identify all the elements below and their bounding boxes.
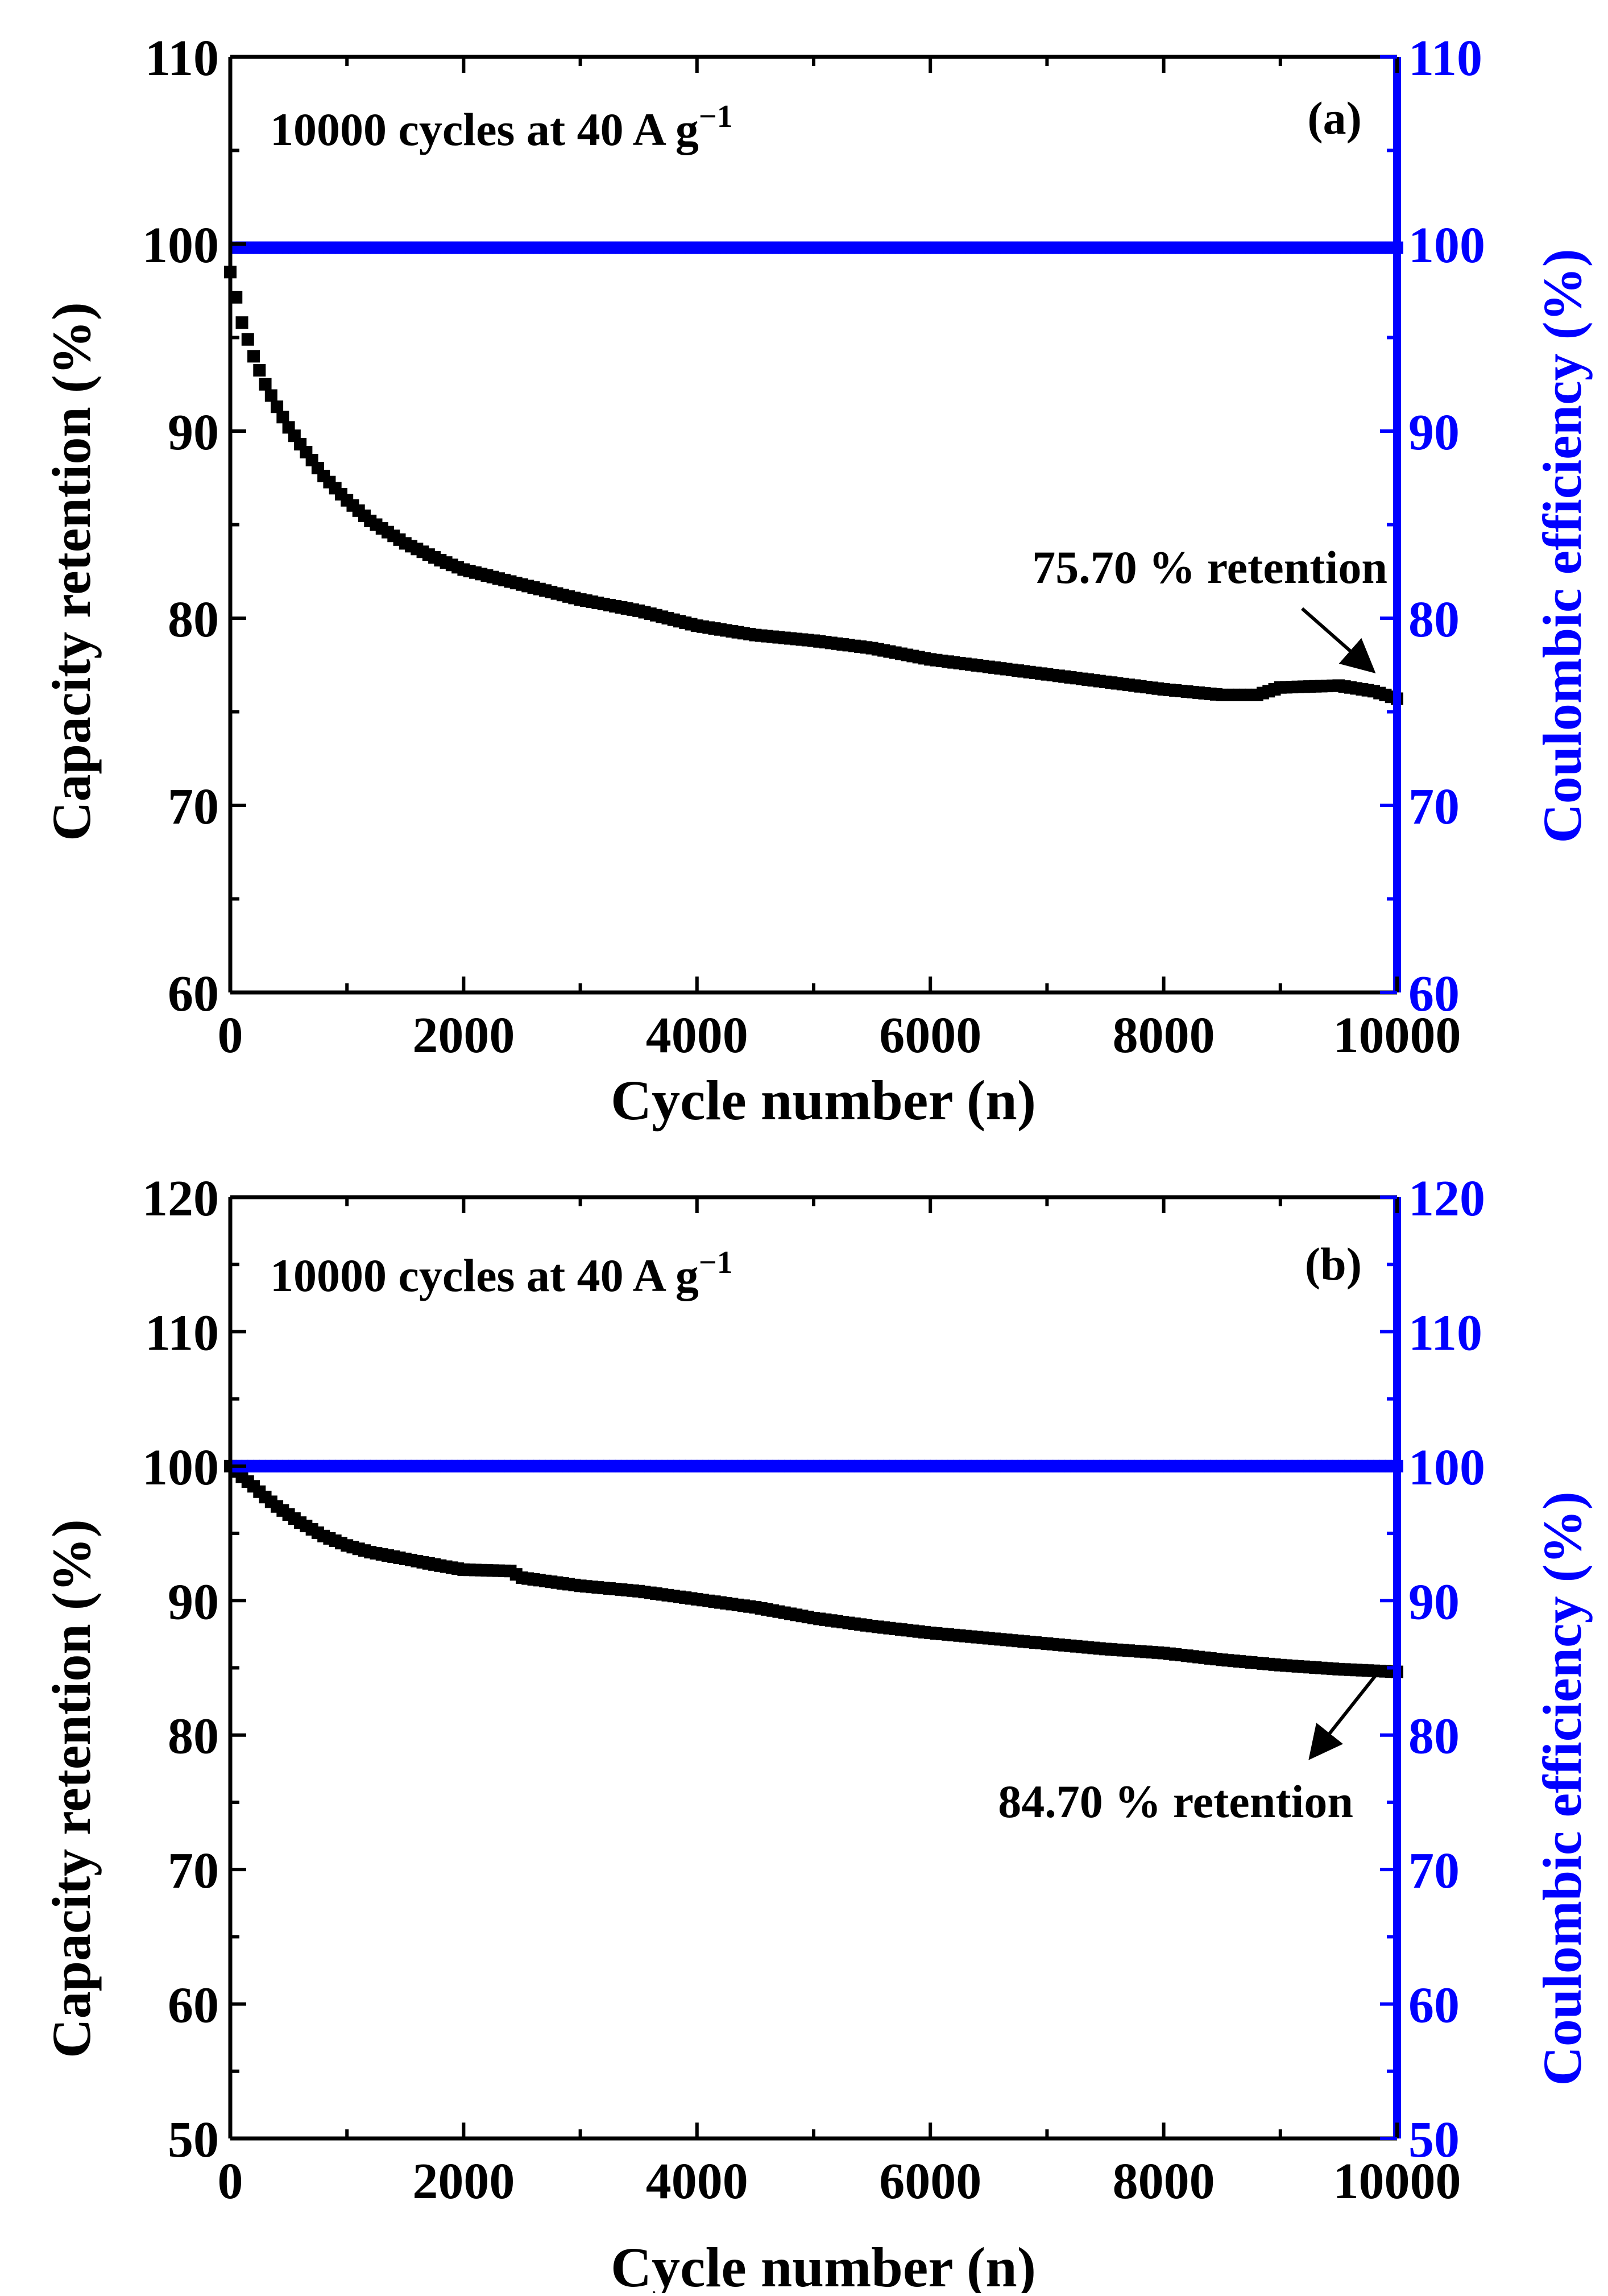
y2-tick-label: 70 <box>1408 1843 1460 1899</box>
y2-tick-label: 50 <box>1408 2112 1460 2168</box>
y2-tick-label: 100 <box>1408 1439 1485 1496</box>
panel-a-annotation-title-text: 10000 cycles at 40 A g <box>270 104 699 155</box>
panel-b-y-axis-label: Capacity retention (%) <box>41 1519 102 2058</box>
x-tick-label: 2000 <box>412 2153 515 2210</box>
panel-a-retention-arrow <box>1301 607 1376 673</box>
panel-b-annotation-title: 10000 cycles at 40 A g−1 <box>270 1245 733 1301</box>
y-tick-label: 120 <box>142 1170 219 1227</box>
y-tick-label: 100 <box>142 217 219 274</box>
panel-b-y2-axis-label: Coulombic efficiency (%) <box>1532 1491 1593 2086</box>
y2-tick-label: 70 <box>1408 779 1460 835</box>
y2-tick-label: 60 <box>1408 966 1460 1022</box>
retention-marker <box>253 364 266 377</box>
y-tick-label: 90 <box>168 404 219 461</box>
y-tick-label: 80 <box>168 1708 219 1765</box>
retention-marker <box>259 378 272 391</box>
x-tick-label: 8000 <box>1113 2153 1215 2210</box>
x-tick-label: 4000 <box>646 2153 748 2210</box>
x-tick-label: 8000 <box>1113 1007 1215 1064</box>
x-tick-label: 4000 <box>646 1007 748 1064</box>
x-tick-label: 2000 <box>412 1007 515 1064</box>
y2-tick-label: 120 <box>1408 1170 1485 1227</box>
y-tick-label: 110 <box>145 1305 219 1361</box>
panel-a-y2-axis-label: Coulombic efficiency (%) <box>1532 249 1593 843</box>
panel-b-retention-series <box>224 1459 1403 1678</box>
panel-a-retention-label: 75.70 % retention <box>1032 541 1387 593</box>
panel-b: 10000 cycles at 40 A g−1 (b) 84.70 % ret… <box>41 1238 1593 2296</box>
panel-a-annotation-title-sup: −1 <box>699 99 733 134</box>
retention-marker <box>247 350 260 363</box>
retention-marker <box>241 333 254 346</box>
panel-b-plot: 0 2000 4000 6000 8000 10000506070809010011012… <box>142 1170 1485 2210</box>
x-tick-label: 10000 <box>1333 2153 1461 2210</box>
y2-tick-label: 100 <box>1408 217 1485 274</box>
y2-tick-label: 80 <box>1408 1708 1460 1765</box>
y2-tick-label: 110 <box>1408 30 1482 86</box>
x-tick-label: 0 <box>218 2153 243 2210</box>
x-tick-label: 10000 <box>1333 1007 1461 1064</box>
panel-b-retention-label: 84.70 % retention <box>998 1776 1353 1827</box>
y-tick-label: 70 <box>168 779 219 835</box>
y2-tick-label: 80 <box>1408 591 1460 648</box>
panel-a-x-axis-label: Cycle number (n) <box>611 1069 1036 1132</box>
y2-tick-label: 60 <box>1408 1978 1460 2034</box>
retention-marker <box>230 291 243 304</box>
y-tick-label: 80 <box>168 591 219 648</box>
x-tick-label: 6000 <box>879 2153 981 2210</box>
retention-marker <box>235 316 248 329</box>
chart-marks: 0 2000 4000 6000 8000 10000607080901001106070… <box>142 30 1485 2210</box>
retention-marker <box>276 411 289 424</box>
panel-b-retention-arrow <box>1308 1674 1378 1760</box>
panel-b-label: (b) <box>1305 1238 1362 1290</box>
y-tick-label: 90 <box>168 1574 219 1630</box>
x-tick-label: 0 <box>218 1007 243 1064</box>
panel-b-annotation-title-text: 10000 cycles at 40 A g <box>270 1250 699 1301</box>
y-tick-label: 100 <box>142 1439 219 1496</box>
y-tick-label: 70 <box>168 1843 219 1899</box>
panel-a-y-axis-label: Capacity retention (%) <box>41 302 102 841</box>
panel-b-efficiency-series <box>230 1459 1403 1472</box>
panel-a: 10000 cycles at 40 A g−1 (a) 75.70 % ret… <box>41 92 1593 1132</box>
y2-tick-label: 110 <box>1408 1305 1482 1361</box>
retention-marker <box>271 400 284 413</box>
y-tick-label: 110 <box>145 30 219 86</box>
y2-tick-label: 90 <box>1408 404 1460 461</box>
x-tick-label: 6000 <box>879 1007 981 1064</box>
panel-a-plot: 0 2000 4000 6000 8000 10000607080901001106070… <box>142 30 1485 1064</box>
y-tick-label: 60 <box>168 966 219 1022</box>
panel-a-efficiency-series <box>230 241 1403 254</box>
panel-a-retention-series <box>224 266 1403 705</box>
retention-marker <box>264 389 277 402</box>
y-tick-label: 50 <box>168 2112 219 2168</box>
panel-a-label: (a) <box>1307 92 1362 144</box>
panel-b-x-axis-label: Cycle number (n) <box>611 2236 1036 2293</box>
y2-tick-label: 90 <box>1408 1574 1460 1630</box>
panel-a-annotation-title: 10000 cycles at 40 A g−1 <box>270 99 733 155</box>
panel-b-annotation-title-sup: −1 <box>699 1245 733 1280</box>
y-tick-label: 60 <box>168 1978 219 2034</box>
